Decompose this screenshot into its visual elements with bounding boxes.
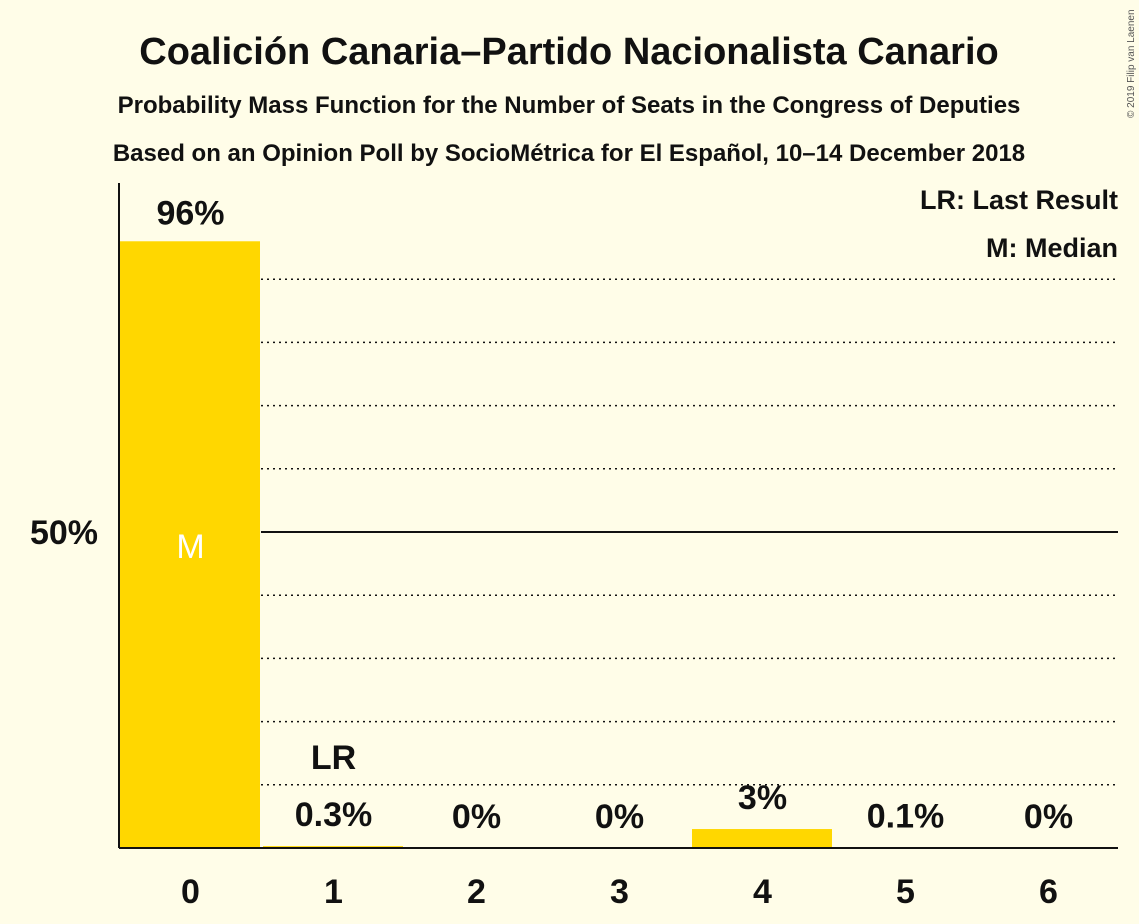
- chart-title: Coalición Canaria–Partido Nacionalista C…: [139, 31, 998, 73]
- x-tick-label-1: 1: [324, 873, 343, 911]
- value-label-6: 0%: [1024, 798, 1073, 836]
- legend-median: M: Median: [986, 233, 1118, 263]
- gridlines: [261, 278, 1118, 786]
- copyright-text: © 2019 Filip van Laenen: [1126, 9, 1137, 118]
- last-result-marker: LR: [311, 739, 356, 777]
- x-tick-label-6: 6: [1039, 873, 1058, 911]
- x-tick-label-5: 5: [896, 873, 915, 911]
- value-label-4: 3%: [738, 779, 787, 817]
- x-tick-label-4: 4: [753, 873, 772, 911]
- x-tick-label-3: 3: [610, 873, 629, 911]
- value-label-5: 0.1%: [867, 797, 945, 835]
- y-tick-label-50: 50%: [30, 514, 98, 552]
- bar-0: [120, 241, 260, 848]
- value-label-3: 0%: [595, 798, 644, 836]
- bars: [120, 241, 975, 848]
- value-label-2: 0%: [452, 798, 501, 836]
- chart-subtitle-source: Based on an Opinion Poll by SocioMétrica…: [113, 140, 1025, 167]
- chart-subtitle: Probability Mass Function for the Number…: [118, 92, 1021, 119]
- legend-last-result: LR: Last Result: [920, 185, 1118, 215]
- value-label-0: 96%: [156, 194, 224, 232]
- x-axis-ticks: 0 1 2 3 4 5 6: [181, 873, 1058, 911]
- value-label-1: 0.3%: [295, 796, 373, 834]
- median-marker: M: [176, 528, 204, 566]
- value-labels: 96% M 0.3% LR 0% 0% 3% 0.1% 0%: [156, 194, 1073, 836]
- x-tick-label-2: 2: [467, 873, 486, 911]
- x-tick-label-0: 0: [181, 873, 200, 911]
- bar-4: [692, 829, 832, 848]
